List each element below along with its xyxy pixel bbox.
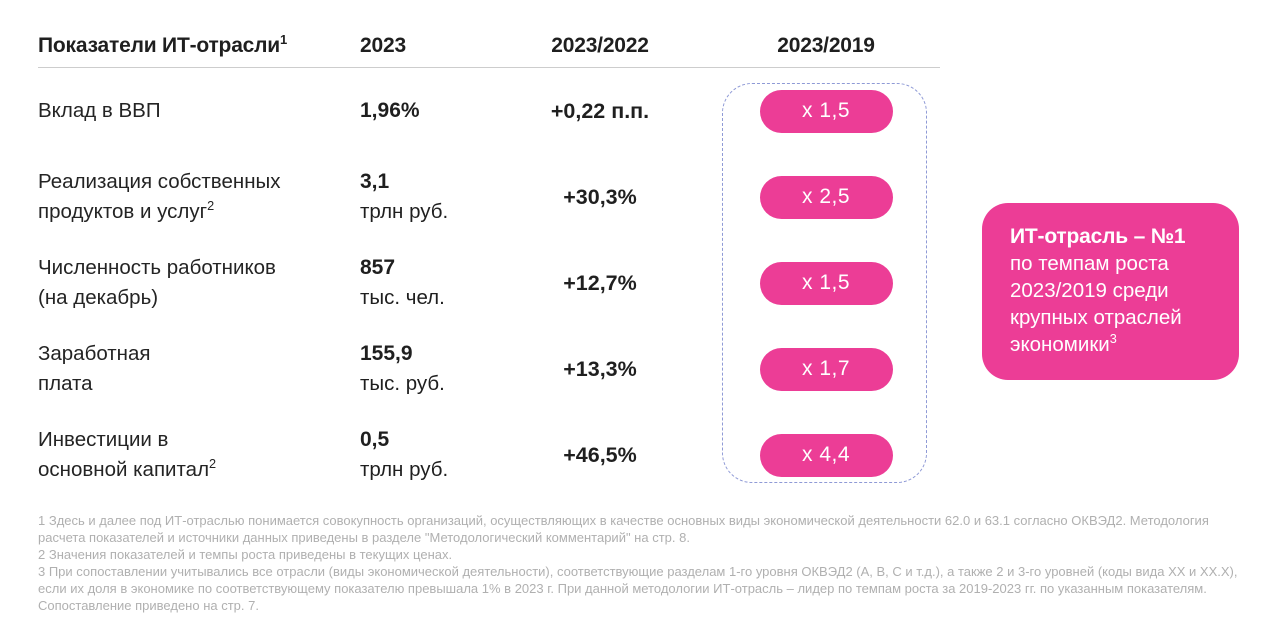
- row-value: 857 тыс. чел.: [360, 256, 445, 309]
- multiplier-badge: х 4,4: [759, 433, 893, 477]
- col-header-2023-2019: 2023/2019: [777, 34, 875, 57]
- header-divider: [38, 67, 940, 68]
- row-delta: +12,7%: [563, 270, 637, 295]
- callout-title: ИТ-отрасль – №1: [1010, 225, 1186, 248]
- row-delta: +0,22 п.п.: [550, 98, 650, 123]
- row-value: 3,1 трлн руб.: [360, 170, 449, 223]
- table-row-gdp: Вклад в ВВП 1,96% +0,22 п.п. х 1,5: [38, 68, 962, 154]
- row-value: 155,9 тыс. руб.: [360, 342, 445, 395]
- table-title-text: Показатели ИТ-отрасли: [38, 34, 280, 57]
- footnote-ref: 3: [1109, 331, 1117, 347]
- multiplier-badge: х 1,7: [759, 347, 893, 391]
- table-row-salary: Заработная плата 155,9 тыс. руб. +13,3% х …: [38, 326, 962, 412]
- row-value: 1,96%: [360, 99, 420, 122]
- callout-body: по темпам роста 2023/2019 среди крупных …: [1010, 252, 1182, 356]
- row-delta: +30,3%: [563, 184, 637, 209]
- it-industry-indicators-table: Показатели ИТ-отрасли1 2023 2023/2022 20…: [38, 32, 962, 498]
- row-value: 0,5 трлн руб.: [360, 428, 449, 481]
- footnote: 2 Значения показателей и темпы роста при…: [38, 547, 453, 562]
- col-header-2023-2022: 2023/2022: [551, 34, 649, 57]
- table-row-investment: Инвестиции в основной капитал2 0,5 трлн ру…: [38, 412, 962, 498]
- col-header-2023: 2023: [360, 34, 406, 57]
- highlight-callout-box: ИТ-отрасль – №1 по темпам роста 2023/201…: [982, 203, 1239, 380]
- row-delta: +13,3%: [563, 356, 637, 381]
- footnote: 3 При сопоставлении учитывались все отра…: [38, 564, 1238, 613]
- multiplier-badge: х 2,5: [759, 175, 893, 219]
- footnotes: 1 Здесь и далее под ИТ-отраслью понимает…: [38, 512, 1256, 614]
- table-body: Вклад в ВВП 1,96% +0,22 п.п. х 1,5 Реали…: [38, 68, 962, 498]
- row-label: Инвестиции в основной капитал2: [38, 428, 217, 481]
- table-header-row: Показатели ИТ-отрасли1 2023 2023/2022 20…: [38, 32, 962, 59]
- multiplier-badge: х 1,5: [759, 89, 893, 133]
- table-row-sales: Реализация собственных продуктов и услуг2…: [38, 154, 962, 240]
- footnote-ref: 2: [207, 198, 215, 214]
- table-row-employees: Численность работников (на декабрь) 857 ты…: [38, 240, 962, 326]
- footnote: 1 Здесь и далее под ИТ-отраслью понимает…: [38, 513, 1209, 545]
- footnote-ref: 2: [209, 456, 217, 472]
- table-title: Показатели ИТ-отрасли1: [38, 32, 360, 59]
- row-delta: +46,5%: [563, 442, 637, 467]
- multiplier-badge: х 1,5: [759, 261, 893, 305]
- row-label: Вклад в ВВП: [38, 99, 161, 122]
- row-label: Реализация собственных продуктов и услуг2: [38, 170, 281, 223]
- row-label: Численность работников (на декабрь): [38, 256, 276, 309]
- row-label: Заработная плата: [38, 342, 151, 395]
- table-title-footnote-ref: 1: [280, 32, 288, 47]
